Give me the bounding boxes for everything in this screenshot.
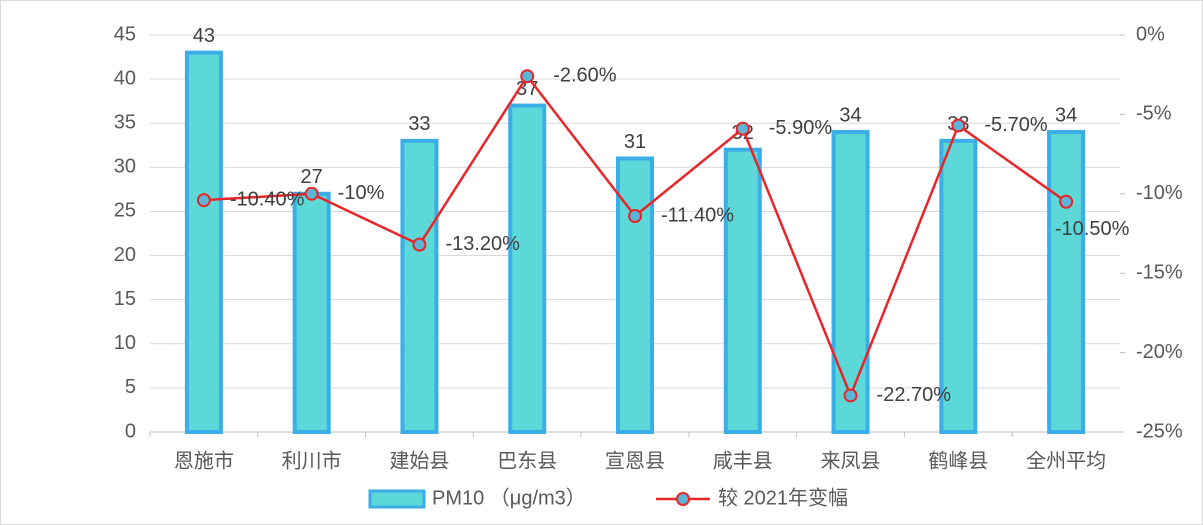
y-tick-label: 45 <box>114 23 136 45</box>
x-tick-label: 恩施市 <box>174 449 234 472</box>
y-tick-label: 5 <box>125 376 136 398</box>
line-marker <box>520 69 535 84</box>
line-marker <box>304 186 319 201</box>
bar-label: 31 <box>624 131 646 153</box>
bar <box>184 50 223 435</box>
x-tick-label: 咸丰县 <box>713 449 773 472</box>
bar <box>1047 130 1086 435</box>
y-tick-label: 35 <box>114 112 136 134</box>
bar <box>616 156 654 434</box>
x-tick-label: 利川市 <box>282 449 342 472</box>
line-label: -13.20% <box>445 233 520 255</box>
line-label: -11.40% <box>661 204 734 226</box>
line-label: -10.50% <box>1055 218 1130 240</box>
y-tick-label: 30 <box>114 156 136 178</box>
x-tick-label: 来凤县 <box>821 449 881 472</box>
bar <box>831 130 870 435</box>
line-label: -5.70% <box>984 114 1048 136</box>
legend-swatch <box>368 489 426 509</box>
y2-tick-label: -25% <box>1136 420 1183 442</box>
y-tick-label: 15 <box>114 288 136 310</box>
x-tick-label: 鹤峰县 <box>928 449 988 472</box>
y2-tick-label: 0% <box>1136 23 1165 45</box>
bar-label: 43 <box>193 25 215 47</box>
line-label: -10.40% <box>230 188 305 210</box>
line-label: -10% <box>338 182 385 204</box>
bar <box>508 103 547 434</box>
line-marker <box>951 118 966 133</box>
y2-tick-label: -10% <box>1136 182 1183 204</box>
x-tick-label: 巴东县 <box>497 449 557 472</box>
legend-label: 较 2021年变幅 <box>718 486 848 509</box>
legend-marker <box>676 492 690 506</box>
y-tick-label: 0 <box>125 420 136 442</box>
bar-label: 34 <box>839 104 861 126</box>
x-tick-label: 宣恩县 <box>605 449 665 472</box>
x-tick-label: 建始县 <box>389 449 449 472</box>
bar-label: 34 <box>1055 104 1077 126</box>
line-marker <box>1059 194 1074 209</box>
y2-tick-label: -15% <box>1136 261 1183 283</box>
line-marker <box>196 193 211 208</box>
x-tick-label: 全州平均 <box>1026 449 1106 472</box>
line-marker <box>412 237 427 252</box>
bar-label: 33 <box>408 113 430 135</box>
y-tick-label: 40 <box>114 67 136 89</box>
bar <box>723 147 762 434</box>
line-marker <box>735 121 750 136</box>
bar <box>292 191 331 434</box>
y-tick-label: 20 <box>114 244 136 266</box>
line-label: -2.60% <box>553 65 617 87</box>
line-marker <box>628 209 642 224</box>
bar-label: 27 <box>301 166 323 188</box>
legend-label: PM10 （μg/m3） <box>432 486 586 509</box>
y-tick-label: 10 <box>114 332 136 354</box>
line-marker <box>843 388 858 403</box>
line-label: -22.70% <box>877 384 952 406</box>
y2-tick-label: -5% <box>1136 103 1172 125</box>
y-tick-label: 25 <box>114 200 136 222</box>
line-label: -5.90% <box>769 117 833 139</box>
bar <box>939 138 978 434</box>
bar <box>400 138 439 434</box>
y2-tick-label: -20% <box>1136 341 1183 363</box>
